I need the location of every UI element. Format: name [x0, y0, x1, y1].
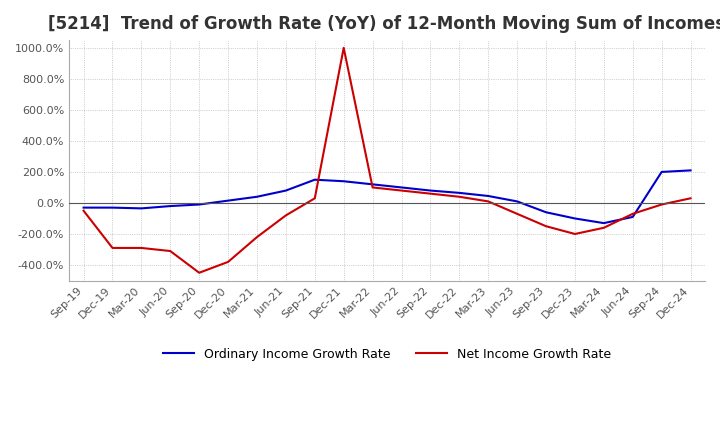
Net Income Growth Rate: [282, 213, 290, 218]
Ordinary Income Growth Rate: [224, 198, 233, 203]
Net Income Growth Rate: [137, 245, 145, 250]
Ordinary Income Growth Rate: [686, 168, 695, 173]
Ordinary Income Growth Rate: [310, 177, 319, 182]
Net Income Growth Rate: [426, 191, 435, 196]
Net Income Growth Rate: [397, 188, 406, 193]
Ordinary Income Growth Rate: [195, 202, 204, 207]
Ordinary Income Growth Rate: [657, 169, 666, 175]
Ordinary Income Growth Rate: [629, 214, 637, 220]
Net Income Growth Rate: [600, 225, 608, 231]
Net Income Growth Rate: [541, 224, 550, 229]
Net Income Growth Rate: [339, 45, 348, 51]
Line: Ordinary Income Growth Rate: Ordinary Income Growth Rate: [84, 170, 690, 223]
Ordinary Income Growth Rate: [253, 194, 261, 199]
Net Income Growth Rate: [571, 231, 580, 237]
Ordinary Income Growth Rate: [426, 188, 435, 193]
Net Income Growth Rate: [195, 270, 204, 275]
Legend: Ordinary Income Growth Rate, Net Income Growth Rate: Ordinary Income Growth Rate, Net Income …: [158, 343, 616, 366]
Ordinary Income Growth Rate: [369, 182, 377, 187]
Ordinary Income Growth Rate: [513, 199, 521, 204]
Net Income Growth Rate: [513, 211, 521, 216]
Ordinary Income Growth Rate: [484, 193, 492, 198]
Ordinary Income Growth Rate: [79, 205, 88, 210]
Net Income Growth Rate: [484, 199, 492, 204]
Ordinary Income Growth Rate: [541, 209, 550, 215]
Ordinary Income Growth Rate: [571, 216, 580, 221]
Net Income Growth Rate: [79, 208, 88, 213]
Net Income Growth Rate: [166, 249, 174, 254]
Net Income Growth Rate: [455, 194, 464, 199]
Title: [5214]  Trend of Growth Rate (YoY) of 12-Month Moving Sum of Incomes: [5214] Trend of Growth Rate (YoY) of 12-…: [48, 15, 720, 33]
Net Income Growth Rate: [629, 211, 637, 216]
Net Income Growth Rate: [686, 196, 695, 201]
Net Income Growth Rate: [224, 259, 233, 264]
Net Income Growth Rate: [657, 202, 666, 207]
Ordinary Income Growth Rate: [108, 205, 117, 210]
Ordinary Income Growth Rate: [397, 185, 406, 190]
Ordinary Income Growth Rate: [282, 188, 290, 193]
Ordinary Income Growth Rate: [166, 203, 174, 209]
Net Income Growth Rate: [369, 185, 377, 190]
Net Income Growth Rate: [108, 245, 117, 250]
Net Income Growth Rate: [253, 235, 261, 240]
Ordinary Income Growth Rate: [455, 190, 464, 195]
Ordinary Income Growth Rate: [339, 179, 348, 184]
Net Income Growth Rate: [310, 196, 319, 201]
Ordinary Income Growth Rate: [600, 220, 608, 226]
Ordinary Income Growth Rate: [137, 206, 145, 211]
Line: Net Income Growth Rate: Net Income Growth Rate: [84, 48, 690, 273]
